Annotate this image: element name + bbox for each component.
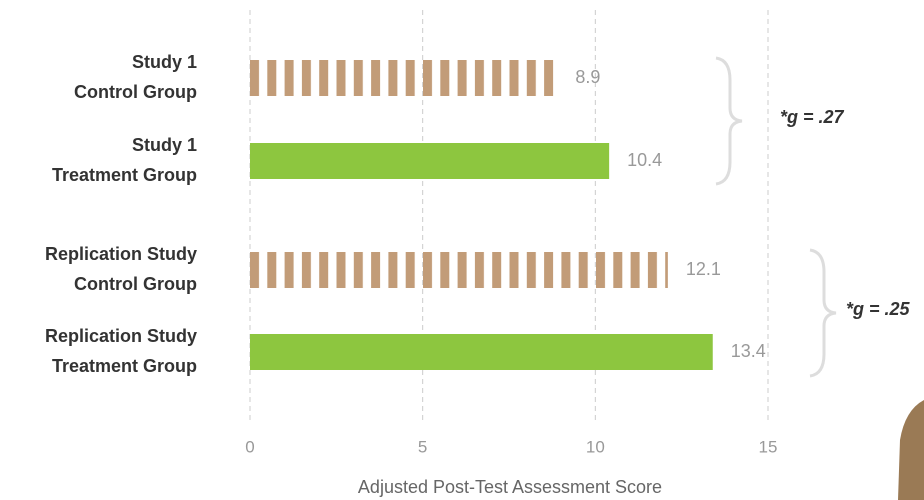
annotation: *g = .27 [780,107,845,127]
brace [809,248,837,378]
category-label: Control Group [74,274,197,294]
x-tick-label: 0 [245,437,254,456]
x-tick-label: 5 [418,437,427,456]
category-label: Control Group [74,82,197,102]
value-label: 8.9 [575,67,600,87]
bar [250,143,610,179]
category-label: Replication Study [45,244,197,264]
category-label: Treatment Group [52,165,197,185]
x-tick-label: 15 [759,437,778,456]
category-label: Study 1 [132,52,197,72]
annotation: *g = .25 [846,299,911,319]
value-label: 13.4 [731,341,766,361]
decor [898,400,924,500]
x-axis-label: Adjusted Post-Test Assessment Score [358,477,662,497]
bar [250,60,558,96]
bar [250,334,713,370]
x-tick-label: 10 [586,437,605,456]
category-label: Study 1 [132,135,197,155]
bar [250,252,668,288]
category-label: Replication Study [45,326,197,346]
value-label: 10.4 [627,150,662,170]
brace [715,56,743,186]
category-label: Treatment Group [52,356,197,376]
value-label: 12.1 [686,259,721,279]
